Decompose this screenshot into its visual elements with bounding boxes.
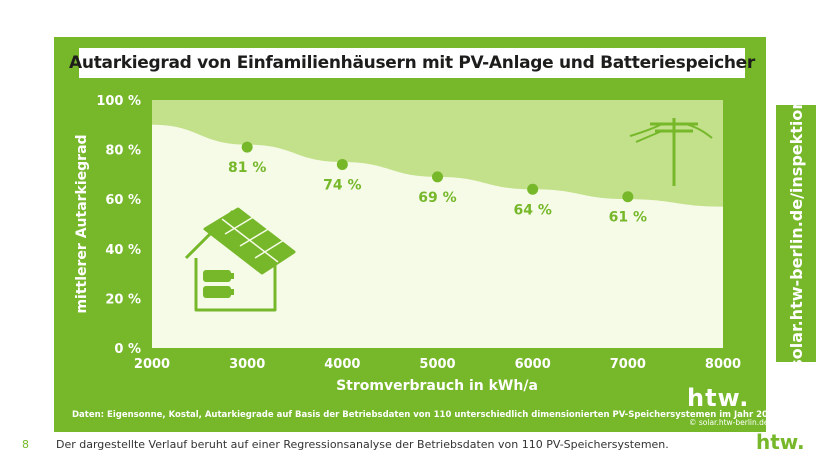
x-tick-label: 8000: [705, 357, 741, 372]
htw-logo-green: htw.: [756, 430, 805, 454]
chart-title: Autarkiegrad von Einfamilienhäusern mit …: [69, 48, 755, 78]
power-pole-icon: [629, 118, 713, 186]
x-axis-ticks: 2000 3000 4000 5000 6000 7000 8000: [134, 357, 741, 372]
data-label: 69 %: [418, 190, 456, 206]
y-axis-label: mittlerer Autarkiegrad: [74, 134, 90, 313]
data-label: 74 %: [323, 177, 361, 193]
y-tick-label: 0 %: [114, 342, 141, 357]
y-tick-label: 80 %: [105, 144, 141, 159]
y-axis-ticks: 0 % 20 % 40 % 60 % 80 % 100 %: [96, 94, 141, 357]
house-with-solar-roof-icon: [184, 207, 296, 312]
y-tick-label: 20 %: [105, 292, 141, 307]
y-tick-label: 40 %: [105, 243, 141, 258]
y-tick-label: 100 %: [96, 94, 141, 109]
data-label: 61 %: [609, 210, 647, 226]
x-tick-label: 4000: [324, 357, 360, 372]
data-point: [241, 141, 253, 153]
data-points: 81 % 74 % 69 % 64 % 61 %: [228, 141, 647, 226]
x-axis-label: Stromverbrauch in kWh/a: [336, 378, 538, 394]
data-source-note: Daten: Eigensonne, Kostal, Autarkiegrade…: [72, 410, 780, 420]
htw-logo-white: htw.: [687, 384, 750, 412]
page-number: 8: [22, 438, 29, 451]
data-label: 64 %: [513, 202, 551, 218]
x-tick-label: 6000: [515, 357, 551, 372]
footer-caption: Der dargestellte Verlauf beruht auf eine…: [56, 438, 669, 451]
data-point: [432, 171, 443, 183]
regression-area: [152, 124, 723, 348]
data-point: [336, 158, 348, 170]
side-url-text: solar.htw-berlin.de/inspektion: [786, 98, 806, 369]
data-point: [622, 191, 634, 203]
x-tick-label: 5000: [419, 357, 455, 372]
x-tick-label: 2000: [134, 357, 170, 372]
x-tick-label: 3000: [229, 357, 265, 372]
side-url-box: solar.htw-berlin.de/inspektion: [776, 98, 816, 369]
data-label: 81 %: [228, 160, 266, 176]
data-point: [527, 183, 539, 195]
x-tick-label: 7000: [610, 357, 646, 372]
battery-icon: [203, 270, 234, 298]
y-tick-label: 60 %: [105, 193, 141, 208]
copyright-note: © solar.htw-berlin.de: [689, 418, 769, 427]
